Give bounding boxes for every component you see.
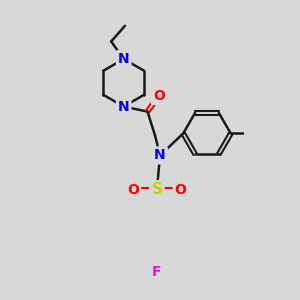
Text: O: O	[127, 183, 139, 197]
Text: N: N	[118, 52, 130, 66]
Text: O: O	[175, 183, 187, 197]
Text: N: N	[154, 148, 166, 162]
Text: N: N	[118, 100, 130, 114]
Text: O: O	[153, 89, 165, 103]
Text: S: S	[152, 182, 162, 197]
Text: F: F	[152, 266, 162, 280]
